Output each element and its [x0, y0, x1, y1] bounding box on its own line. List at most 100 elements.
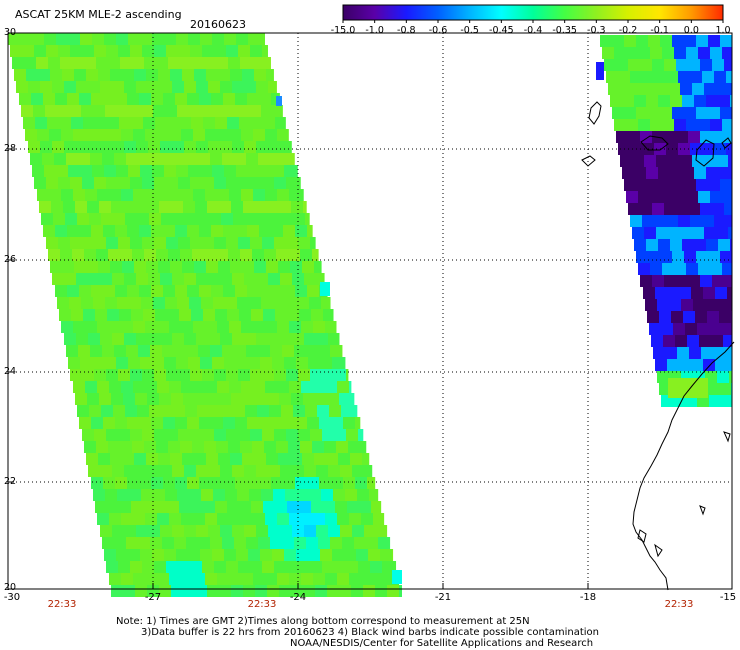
data-cell	[39, 201, 51, 213]
data-cell	[160, 525, 172, 537]
data-cell	[328, 333, 340, 345]
data-cell	[693, 299, 705, 311]
data-cell	[616, 59, 628, 71]
data-cell	[178, 429, 190, 441]
data-cell	[610, 95, 622, 107]
data-cell	[708, 35, 720, 47]
data-cell	[215, 501, 227, 513]
data-cell	[70, 237, 82, 249]
data-cell	[111, 393, 123, 405]
data-cell	[228, 249, 240, 261]
data-cell	[343, 477, 355, 489]
data-cell	[666, 71, 678, 83]
data-cell	[259, 477, 271, 489]
data-cell	[85, 189, 97, 201]
data-cell	[191, 309, 203, 321]
data-cell	[266, 261, 278, 273]
data-cell	[133, 513, 145, 525]
data-cell	[51, 201, 63, 213]
data-cell	[211, 285, 223, 297]
data-cell	[190, 561, 202, 573]
data-cell	[68, 357, 80, 369]
data-cell	[135, 393, 147, 405]
data-cell	[160, 333, 172, 345]
data-cell	[327, 393, 339, 405]
data-cell	[64, 141, 76, 153]
data-cell	[160, 81, 172, 93]
data-cell	[107, 117, 119, 129]
data-cell	[149, 405, 161, 417]
data-cell	[399, 585, 403, 597]
data-cell	[100, 525, 112, 537]
data-cell	[159, 585, 171, 597]
data-cell	[669, 299, 681, 311]
data-cell	[335, 501, 347, 513]
data-cell	[223, 225, 235, 237]
swath-right	[596, 35, 732, 407]
data-cell	[718, 239, 730, 251]
data-cell	[392, 570, 402, 584]
data-cell	[313, 381, 325, 393]
data-cell	[80, 165, 92, 177]
data-cell	[46, 237, 58, 249]
data-cell	[169, 129, 181, 141]
data-cell	[83, 309, 95, 321]
data-cell	[48, 57, 60, 69]
data-cell	[636, 35, 648, 47]
data-cell	[304, 465, 316, 477]
data-cell	[725, 347, 732, 359]
data-cell	[676, 59, 688, 71]
data-cell	[328, 465, 340, 477]
data-cell	[205, 381, 217, 393]
data-cell	[295, 225, 307, 237]
data-cell	[726, 71, 732, 83]
data-cell	[699, 335, 711, 347]
data-cell	[630, 215, 642, 227]
data-cell	[256, 81, 268, 93]
data-cell	[319, 477, 331, 489]
chart-title: ASCAT 25KM MLE-2 ascending	[15, 8, 182, 21]
data-cell	[139, 285, 151, 297]
data-cell	[221, 405, 233, 417]
data-cell	[73, 189, 85, 201]
data-cell	[84, 441, 96, 453]
data-cell	[392, 549, 394, 561]
swath-left	[8, 33, 403, 597]
data-cell	[359, 501, 371, 513]
data-cell	[652, 59, 664, 71]
data-cell	[211, 225, 223, 237]
data-cell	[157, 129, 169, 141]
data-cell	[268, 525, 280, 537]
data-cell	[34, 177, 46, 189]
data-cell	[172, 81, 184, 93]
data-cell	[727, 287, 732, 299]
data-cell	[169, 513, 181, 525]
data-cell	[60, 249, 72, 261]
data-cell	[102, 345, 114, 357]
data-cell	[35, 117, 47, 129]
data-cell	[660, 107, 672, 119]
data-cell	[263, 501, 275, 513]
data-cell	[258, 345, 270, 357]
data-cell	[636, 251, 648, 263]
data-cell	[363, 585, 375, 597]
data-cell	[238, 177, 250, 189]
data-cell	[138, 345, 150, 357]
data-cell	[155, 501, 167, 513]
data-cell	[253, 321, 265, 333]
data-cell	[112, 81, 124, 93]
data-cell	[198, 153, 210, 165]
data-cell	[45, 105, 57, 117]
data-cell	[236, 357, 248, 369]
data-cell	[648, 107, 660, 119]
data-cell	[634, 167, 646, 179]
data-cell	[266, 453, 278, 465]
data-cell	[238, 369, 250, 381]
data-cell	[118, 237, 130, 249]
data-cell	[284, 165, 296, 177]
data-cell	[638, 47, 650, 59]
data-cell	[680, 155, 692, 167]
data-cell	[276, 249, 288, 261]
data-cell	[165, 297, 177, 309]
data-cell	[259, 285, 271, 297]
